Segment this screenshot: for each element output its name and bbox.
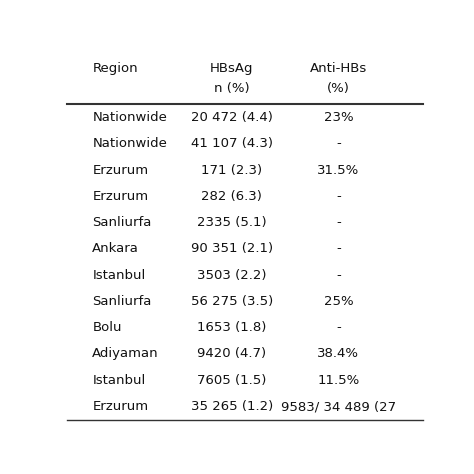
Text: 23%: 23%	[324, 111, 353, 124]
Text: HBsAg: HBsAg	[210, 63, 254, 75]
Text: (%): (%)	[327, 82, 350, 95]
Text: -: -	[336, 216, 341, 229]
Text: -: -	[336, 190, 341, 203]
Text: 25%: 25%	[324, 295, 353, 308]
Text: Erzurum: Erzurum	[92, 400, 148, 413]
Text: -: -	[336, 242, 341, 255]
Text: -: -	[336, 321, 341, 334]
Text: Istanbul: Istanbul	[92, 269, 146, 282]
Text: n (%): n (%)	[214, 82, 250, 95]
Text: 38.4%: 38.4%	[318, 347, 359, 360]
Text: 1653 (1.8): 1653 (1.8)	[197, 321, 266, 334]
Text: -: -	[336, 137, 341, 150]
Text: 90 351 (2.1): 90 351 (2.1)	[191, 242, 273, 255]
Text: Nationwide: Nationwide	[92, 111, 167, 124]
Text: 9420 (4.7): 9420 (4.7)	[197, 347, 266, 360]
Text: Bolu: Bolu	[92, 321, 122, 334]
Text: 282 (6.3): 282 (6.3)	[201, 190, 262, 203]
Text: -: -	[336, 269, 341, 282]
Text: 35 265 (1.2): 35 265 (1.2)	[191, 400, 273, 413]
Text: 3503 (2.2): 3503 (2.2)	[197, 269, 267, 282]
Text: Region: Region	[92, 63, 138, 75]
Text: Erzurum: Erzurum	[92, 190, 148, 203]
Text: Sanliurfa: Sanliurfa	[92, 295, 152, 308]
Text: Anti-HBs: Anti-HBs	[310, 63, 367, 75]
Text: Sanliurfa: Sanliurfa	[92, 216, 152, 229]
Text: Erzurum: Erzurum	[92, 164, 148, 176]
Text: 2335 (5.1): 2335 (5.1)	[197, 216, 267, 229]
Text: Ankara: Ankara	[92, 242, 139, 255]
Text: 56 275 (3.5): 56 275 (3.5)	[191, 295, 273, 308]
Text: 7605 (1.5): 7605 (1.5)	[197, 374, 266, 387]
Text: 31.5%: 31.5%	[317, 164, 360, 176]
Text: Istanbul: Istanbul	[92, 374, 146, 387]
Text: 41 107 (4.3): 41 107 (4.3)	[191, 137, 273, 150]
Text: 20 472 (4.4): 20 472 (4.4)	[191, 111, 273, 124]
Text: 11.5%: 11.5%	[317, 374, 360, 387]
Text: 9583/ 34 489 (27: 9583/ 34 489 (27	[281, 400, 396, 413]
Text: Nationwide: Nationwide	[92, 137, 167, 150]
Text: Adiyaman: Adiyaman	[92, 347, 159, 360]
Text: 171 (2.3): 171 (2.3)	[201, 164, 263, 176]
